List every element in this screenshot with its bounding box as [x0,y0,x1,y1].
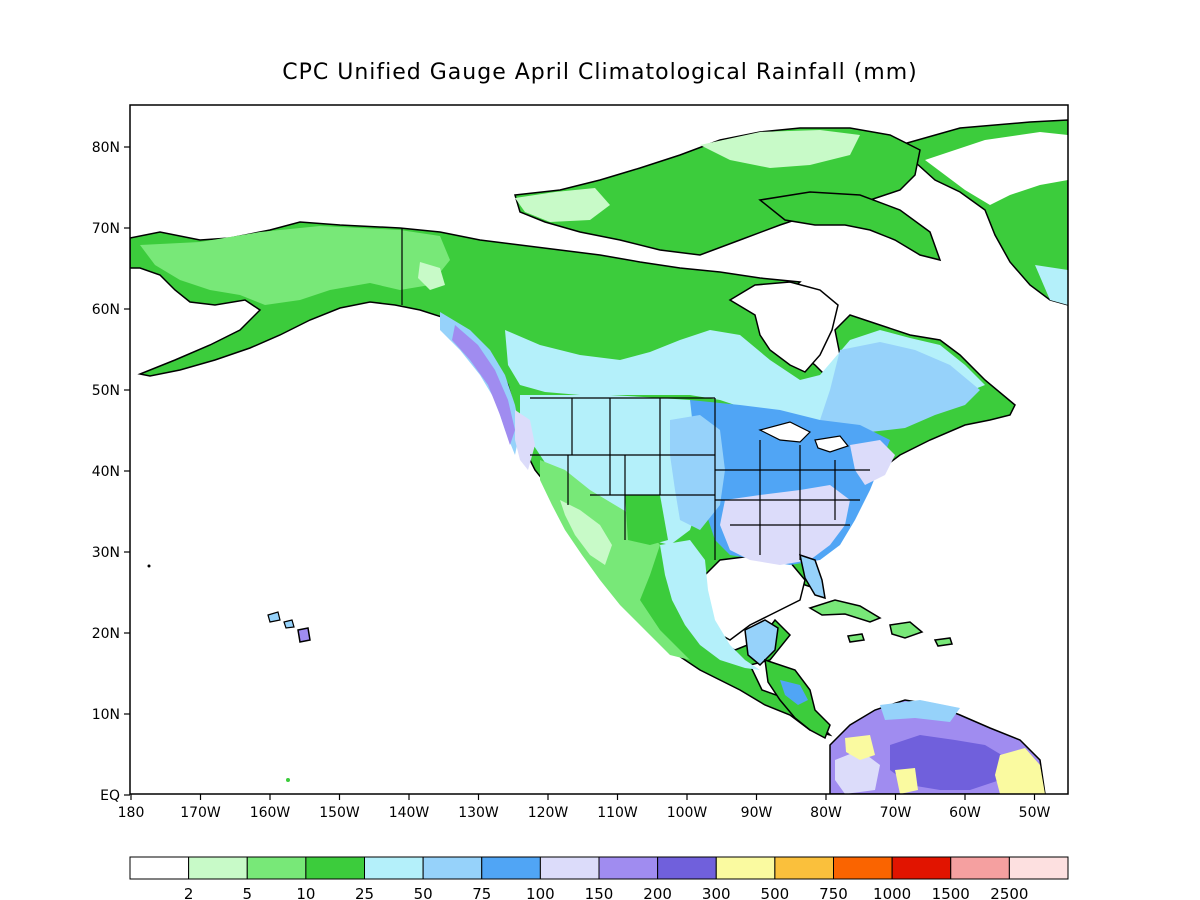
longitude-label: 90W [741,805,773,821]
latitude-label: 40N [92,464,120,480]
colombia-yellow-1 [845,735,875,760]
pacific-island-green-dot [286,778,290,782]
latitude-label: 60N [92,302,120,318]
colorbar-label: 1000 [873,885,911,900]
colorbar-swatch [657,856,717,880]
new-mexico-dark-green [625,495,668,545]
venezuela-cyan [880,700,960,722]
longitude-label: 160W [250,805,291,821]
greenland-coast-cyan [1035,265,1068,305]
latitude-label: EQ [100,788,120,804]
longitude-label: 120W [528,805,569,821]
central-america-blue [780,680,808,705]
hispaniola [889,621,924,639]
colorbar-swatch [598,856,659,880]
colorbar-swatch [422,856,483,880]
latitude-label: 10N [92,707,120,723]
longitude-label: 50W [1019,805,1051,821]
us-desert-green-light [560,500,612,565]
latitude-label: 20N [92,626,120,642]
colorbar-swatch [715,856,776,880]
pacific-island-dot [147,564,151,568]
pacific-coast-purple [452,325,515,445]
cuba [808,599,882,623]
colombia-yellow-2 [895,768,918,794]
mexico-cyan [660,540,760,670]
latitude-label: 70N [92,221,120,237]
colorbar-swatch [950,856,1010,880]
hawaii-small-islands [267,611,295,629]
colorbar-label: 100 [526,885,555,900]
yucatan [744,619,779,667]
colorbar-swatch [129,856,190,880]
longitude-axis: 180 170W 160W 150W 140W 130W 120W 110W 100W 90W 80… [118,794,1051,821]
longitude-label: 170W [180,805,221,821]
longitude-label: 60W [949,805,981,821]
alaska-north-slope [140,226,450,305]
longitude-label: 150W [319,805,360,821]
longitude-label: 140W [389,805,430,821]
hawaii-islands [297,627,311,643]
map-frame [129,104,1069,795]
colorbar-label: 300 [702,885,731,900]
baffin-island [758,191,942,262]
colorbar-label: 750 [819,885,848,900]
colorbar-label: 10 [296,885,315,900]
colorbar-label: 1500 [932,885,970,900]
colorbar-label: 500 [761,885,790,900]
latitude-label: 80N [92,140,120,156]
colorbar-swatch [305,856,365,880]
colorbar-label: 25 [355,885,374,900]
colorbar-swatch [539,856,600,880]
guiana-yellow [995,748,1045,794]
eastern-canada-blue [820,342,980,432]
colorbar-label: 2 [184,885,194,900]
colorbar-swatch [1008,856,1069,880]
colorbar-swatch [774,856,834,880]
longitude-label: 100W [667,805,708,821]
colombia-lavender [835,750,880,794]
longitude-label: 130W [458,805,499,821]
colorbar-swatch [246,856,307,880]
colorbar-swatch [891,856,952,880]
colorbar-swatch [188,856,248,880]
puerto-rico [933,637,953,647]
longitude-label: 70W [880,805,912,821]
arctic-islands-light [515,188,610,222]
colorbar-swatch [481,856,541,880]
florida [798,553,826,600]
colorbar-label: 5 [242,885,252,900]
latitude-label: 50N [92,383,120,399]
colorbar-legend: 2 5 10 25 50 75 100 150 200 300 500 750 1000 1500 2500 [129,856,1069,900]
colorbar-label: 75 [472,885,491,900]
map-land [130,119,1068,794]
colorbar-label: 50 [414,885,433,900]
latitude-label: 30N [92,545,120,561]
alaska-interior-light [418,262,445,290]
great-lakes [758,421,850,453]
colorbar-swatch [364,856,424,880]
colorbar-label: 2500 [990,885,1028,900]
jamaica [847,633,865,643]
longitude-label: 80W [810,805,842,821]
latitude-axis: 80N 70N 60N 50N 40N 30N 20N 10N EQ [92,140,130,804]
state-borders [401,228,870,560]
longitude-label: 110W [597,805,638,821]
south-america-violet [890,735,1010,790]
great-plains-lightblue [670,415,725,530]
colorbar-swatch [833,856,893,880]
greenland-interior [925,132,1068,205]
northeast-lavender [850,440,895,485]
colorbar-label: 150 [585,885,614,900]
longitude-label: 180 [118,805,145,821]
map-title: CPC Unified Gauge April Climatological R… [282,60,918,85]
ellesmere-light [700,130,860,168]
hudson-bay [728,281,839,373]
colorbar-label: 200 [643,885,672,900]
